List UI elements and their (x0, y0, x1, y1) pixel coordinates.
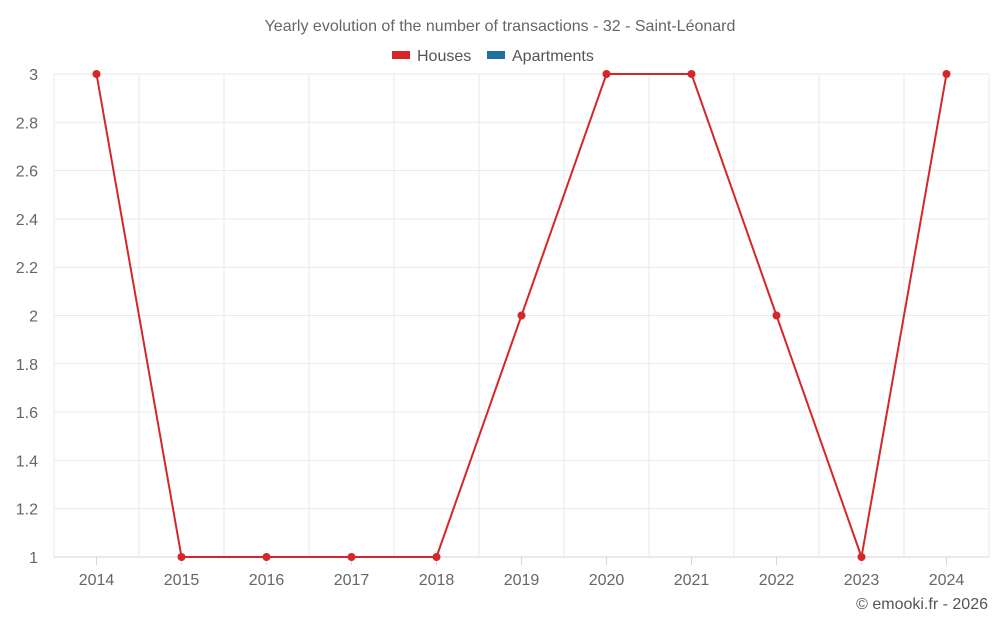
y-tick-label: 2.6 (16, 164, 38, 181)
y-tick-label: 1 (29, 550, 38, 567)
y-tick-label: 2.2 (16, 260, 38, 277)
y-tick-label: 2.8 (16, 115, 38, 132)
y-tick-label: 2 (29, 309, 38, 326)
data-point-houses[interactable] (517, 311, 526, 320)
x-tick-label: 2020 (589, 572, 625, 589)
data-point-houses[interactable] (942, 70, 951, 78)
x-tick-label: 2019 (504, 572, 540, 589)
data-point-houses[interactable] (177, 553, 186, 561)
y-tick-label: 1.6 (16, 405, 38, 422)
x-tick-label: 2021 (674, 572, 710, 589)
y-tick-label: 1.2 (16, 502, 38, 519)
x-tick-label: 2023 (844, 572, 880, 589)
data-point-houses[interactable] (857, 553, 866, 561)
y-tick-label: 1.8 (16, 357, 38, 374)
x-tick-label: 2022 (759, 572, 795, 589)
legend[interactable]: Houses Apartments (392, 48, 594, 65)
legend-label-apartments: Apartments (512, 48, 594, 65)
legend-swatch-houses (392, 51, 410, 59)
data-point-houses[interactable] (347, 553, 356, 561)
data-point-houses[interactable] (432, 553, 441, 561)
x-tick-label: 2014 (79, 572, 115, 589)
credit-text: © emooki.fr - 2026 (856, 596, 988, 613)
legend-item-houses[interactable]: Houses (392, 48, 471, 65)
x-tick-label: 2016 (249, 572, 285, 589)
y-tick-label: 1.4 (16, 453, 38, 470)
y-tick-label: 3 (29, 67, 38, 84)
x-tick-label: 2024 (929, 572, 965, 589)
series-layer (92, 70, 951, 561)
data-point-houses[interactable] (687, 70, 696, 78)
x-tick-label: 2015 (164, 572, 200, 589)
x-tick-label: 2018 (419, 572, 455, 589)
axes: 1 1.2 1.4 1.6 1.8 2 2.2 2.4 2.6 2.8 3 2014 2015 2016 2… (16, 67, 989, 589)
data-point-houses[interactable] (262, 553, 271, 561)
data-point-houses[interactable] (92, 70, 101, 78)
y-tick-label: 2.4 (16, 212, 38, 229)
legend-item-apartments[interactable]: Apartments (487, 48, 594, 65)
legend-swatch-apartments (487, 51, 505, 59)
data-point-houses[interactable] (772, 311, 781, 320)
data-point-houses[interactable] (602, 70, 611, 78)
x-tick-label: 2017 (334, 572, 370, 589)
chart-title: Yearly evolution of the number of transa… (265, 18, 736, 35)
legend-label-houses: Houses (417, 48, 471, 65)
